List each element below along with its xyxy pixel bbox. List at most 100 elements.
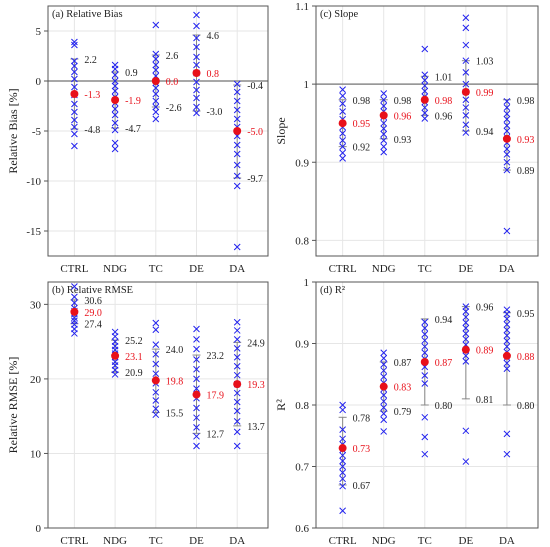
upper-value-label: 0.9 [125, 68, 138, 79]
data-point-marker [193, 78, 200, 86]
data-point-marker [462, 96, 470, 104]
data-point-marker [462, 335, 470, 343]
data-point-marker [152, 341, 160, 348]
data-point-marker [71, 41, 78, 49]
lower-value-label: -2.6 [166, 103, 182, 114]
mean-dot [502, 351, 511, 360]
data-point-marker [380, 130, 388, 138]
mean-dot [461, 345, 470, 354]
data-point-marker [152, 21, 160, 29]
data-point-marker [152, 115, 160, 123]
chart-title: (b) Relative RMSE [52, 285, 133, 296]
upper-value-label: 0.98 [517, 96, 535, 107]
data-point-marker [193, 424, 200, 431]
data-point-marker [111, 82, 119, 90]
data-point-marker [193, 375, 200, 383]
data-point-marker [233, 362, 241, 370]
data-point-marker [503, 151, 511, 158]
data-point-marker [193, 336, 200, 343]
data-point-marker [339, 426, 346, 433]
data-point-marker [152, 97, 160, 105]
data-point-marker [71, 75, 78, 83]
data-point-marker [380, 391, 388, 399]
lower-value-label: 15.5 [166, 408, 184, 419]
mean-dot [379, 111, 388, 120]
data-point-marker [462, 357, 470, 365]
data-point-marker [380, 416, 388, 424]
data-point-marker [503, 310, 511, 318]
data-point-marker [152, 103, 160, 111]
data-point-marker [462, 112, 470, 119]
data-point-marker [462, 14, 470, 22]
upper-value-label: 0.96 [476, 303, 494, 314]
data-point-marker [339, 406, 346, 414]
mean-dot [151, 77, 160, 85]
mean-value-label: 19.3 [247, 380, 265, 391]
data-point-marker [193, 385, 200, 392]
data-point-marker [111, 71, 119, 79]
data-point-marker [152, 55, 160, 63]
mean-dot [111, 351, 120, 360]
data-point-marker [193, 86, 200, 94]
data-point-marker [233, 115, 241, 123]
mean-dot [151, 376, 160, 385]
data-point-marker [503, 337, 511, 345]
upper-value-label: 30.6 [84, 296, 102, 307]
y-tick-label: 0.8 [295, 235, 309, 247]
y-tick-label: 0.9 [295, 339, 309, 351]
data-point-marker [71, 130, 78, 138]
data-point-marker [462, 80, 470, 88]
data-point-marker [380, 373, 388, 381]
data-point-marker [193, 11, 200, 19]
data-point-marker [71, 108, 78, 116]
x-tick-label: DE [459, 263, 474, 275]
data-point-marker [233, 418, 241, 425]
mean-dot [111, 96, 120, 104]
data-point-marker [503, 365, 511, 373]
data-point-marker [462, 308, 470, 315]
mean-value-label: 0.95 [353, 119, 371, 130]
mean-dot [70, 90, 79, 98]
data-point-marker [111, 145, 119, 153]
plot-frame [47, 281, 269, 529]
data-point-marker [462, 69, 470, 76]
x-tick-label: DA [229, 263, 245, 275]
data-point-marker [71, 283, 78, 290]
data-point-marker [193, 325, 200, 333]
data-point-marker [71, 38, 78, 46]
data-point-marker [339, 401, 346, 409]
data-point-marker [233, 106, 241, 114]
data-point-marker [233, 344, 241, 352]
y-axis-label: R² [274, 399, 288, 411]
data-point-marker [339, 143, 346, 150]
data-point-marker [380, 148, 388, 156]
data-point-marker [339, 92, 346, 100]
data-point-marker [339, 100, 346, 108]
data-point-marker [193, 442, 200, 450]
data-point-marker [462, 303, 470, 310]
mean-value-label: -1.3 [84, 90, 100, 101]
data-point-marker [233, 141, 241, 149]
y-tick-label: 1 [304, 79, 310, 91]
data-point-marker [339, 475, 346, 483]
x-tick-label: CTRL [60, 263, 88, 275]
mean-dot [338, 444, 347, 453]
chart-panel-4: 1 0.9 0.8 0.7 0.6 CTRL NDG TC DE DA (d) R² R² 0.78 0.… [274, 277, 539, 547]
plot-frame [315, 5, 539, 257]
data-point-marker [152, 405, 160, 413]
data-point-marker [503, 97, 511, 105]
data-point-marker [503, 321, 511, 328]
upper-value-label: 1.01 [435, 72, 453, 83]
data-point-marker [339, 137, 346, 144]
data-point-marker [152, 411, 160, 419]
data-point-marker [421, 433, 429, 441]
mean-value-label: -5.0 [247, 127, 263, 138]
data-point-marker [503, 158, 511, 166]
lower-value-label: 0.80 [517, 401, 535, 412]
data-point-marker [71, 299, 78, 307]
lower-value-label: 0.89 [517, 166, 535, 177]
data-point-marker [193, 345, 200, 353]
mean-dot [379, 382, 388, 391]
upper-value-label: 2.6 [166, 51, 179, 62]
x-tick-label: CTRL [329, 263, 357, 275]
